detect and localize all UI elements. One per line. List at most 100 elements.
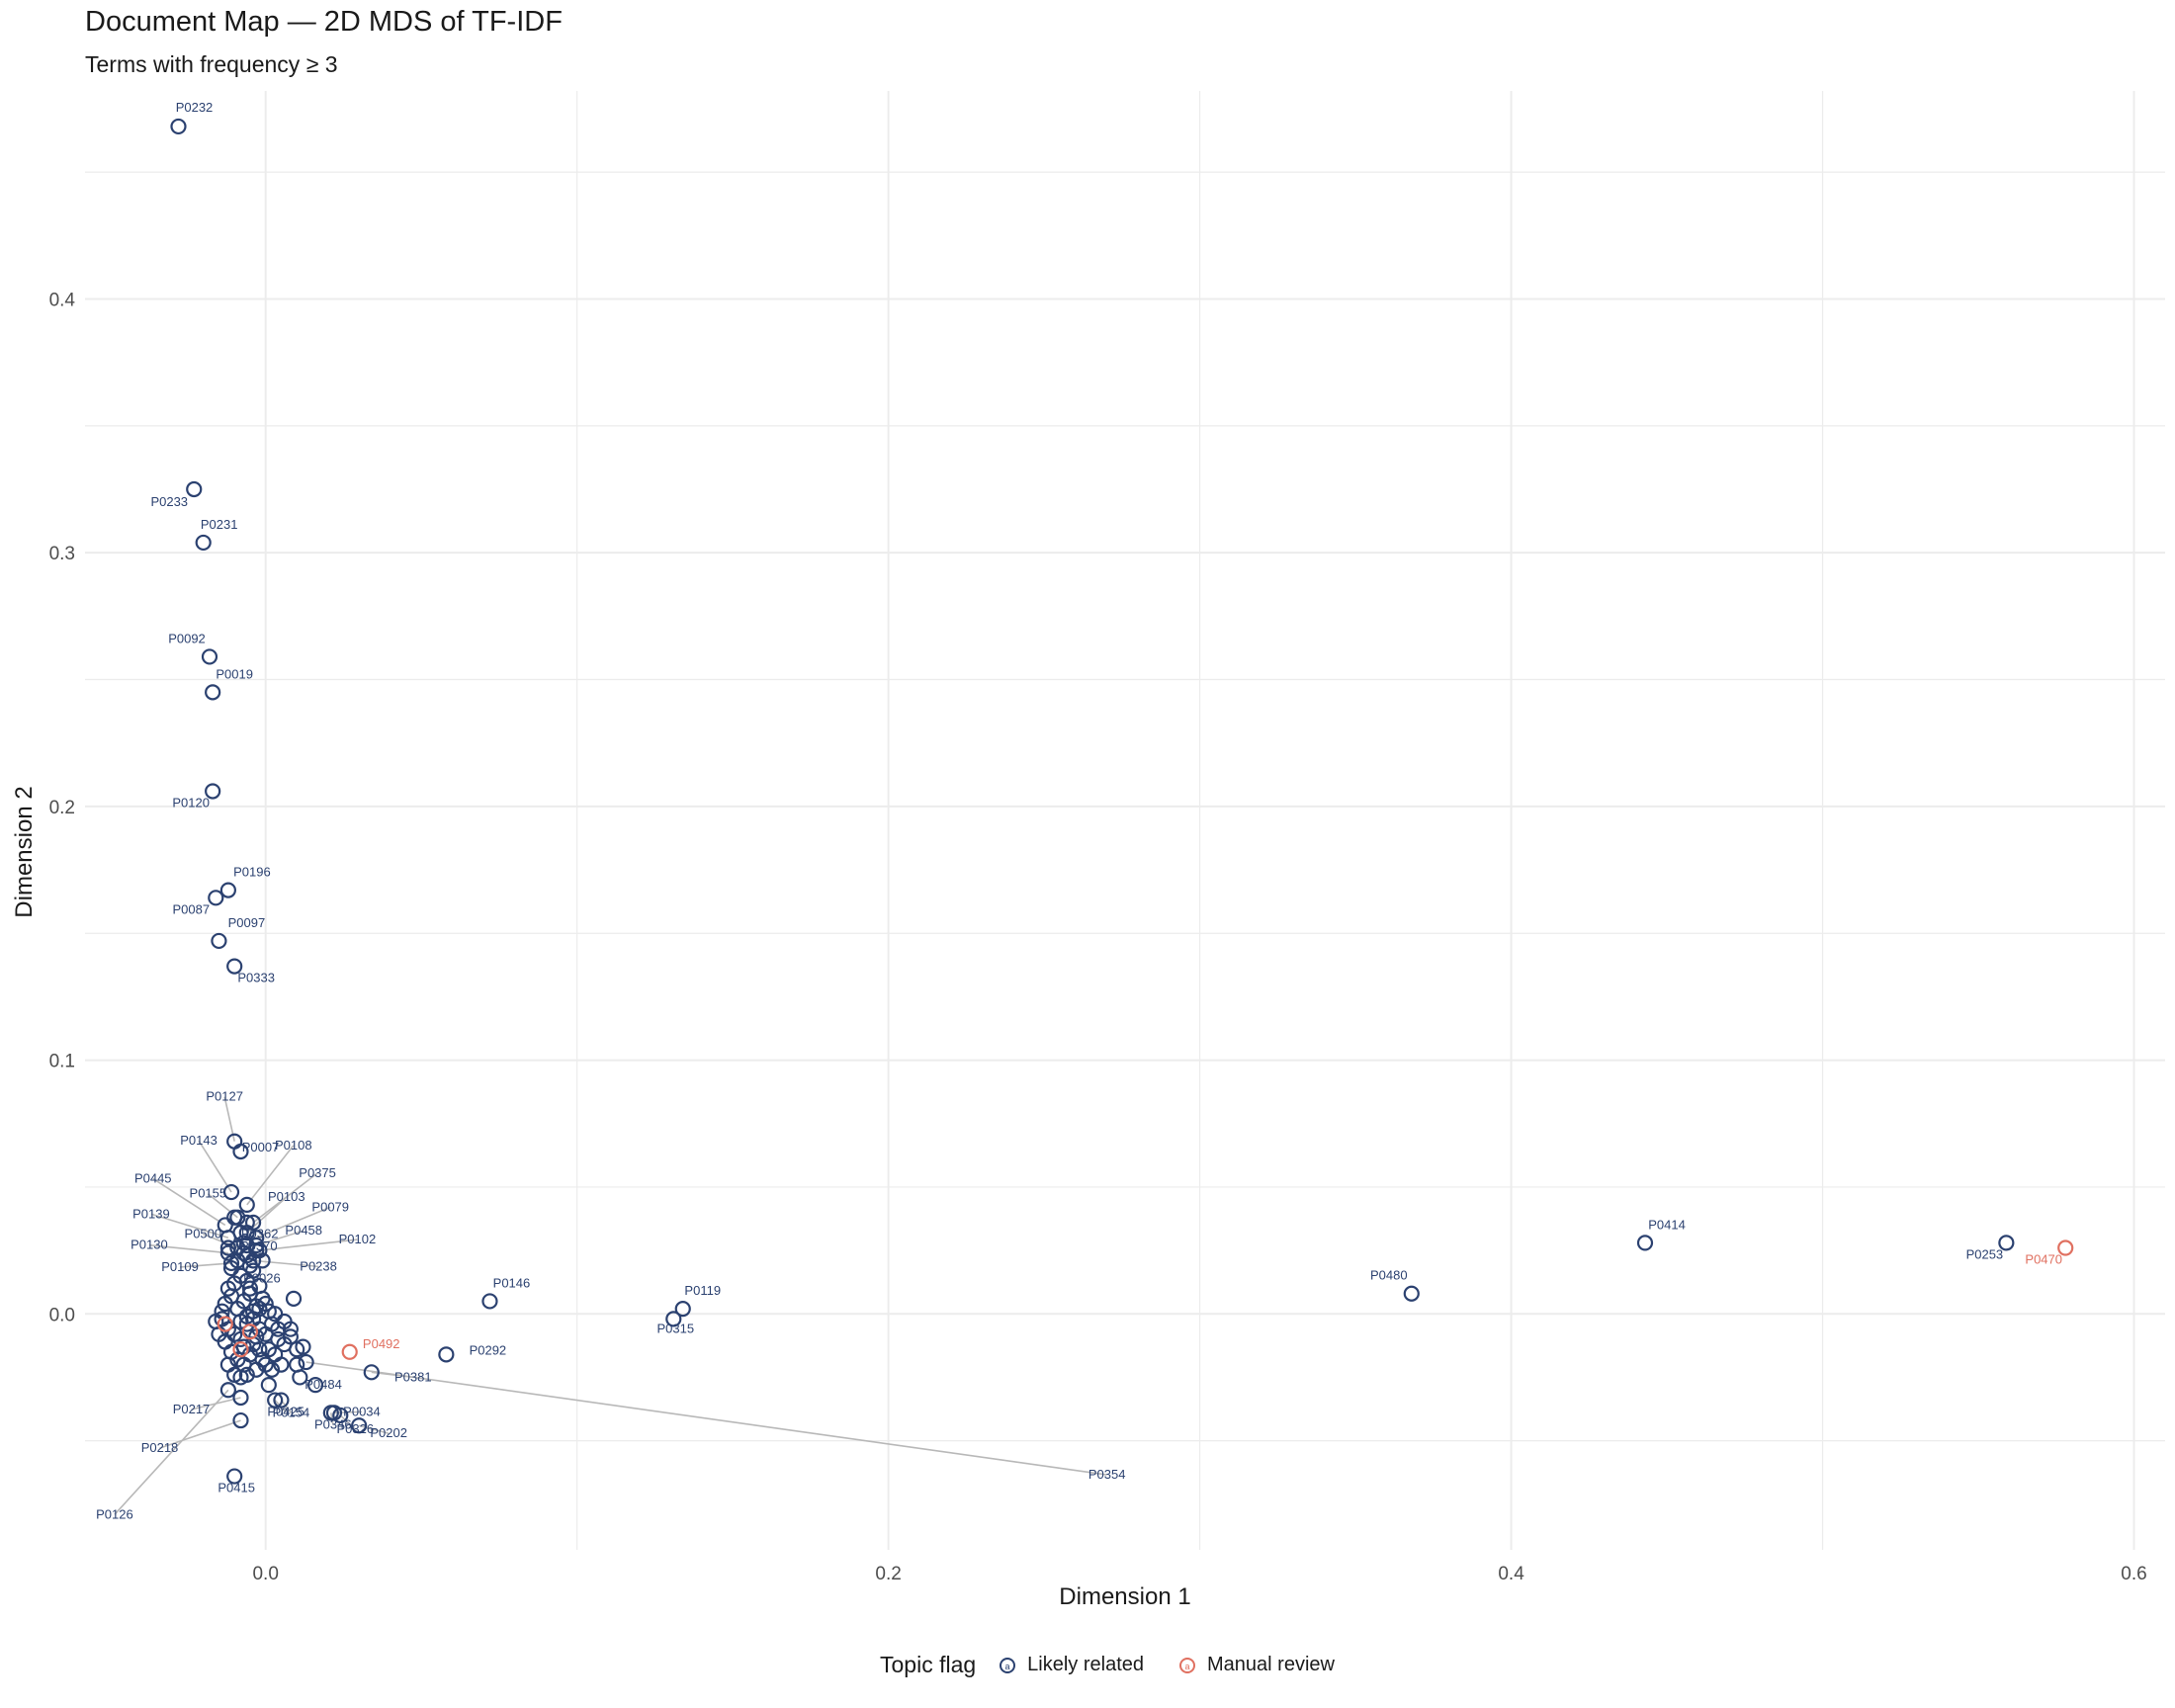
point-label-p0026: P0026 <box>243 1271 281 1286</box>
data-point-p0108 <box>238 1196 255 1213</box>
leader-line <box>280 1400 293 1414</box>
leader-line <box>305 1361 1107 1476</box>
cluster-review-point <box>232 1341 249 1358</box>
leader-line <box>246 1145 295 1206</box>
point-label-p0425: P0425 <box>267 1405 304 1419</box>
svg-text:a: a <box>1185 1662 1190 1671</box>
point-label-p0109: P0109 <box>161 1259 199 1274</box>
cluster-point <box>282 1328 299 1345</box>
point-label-p0326: P0326 <box>336 1421 374 1436</box>
legend-key-manual-review: a <box>1179 1657 1196 1673</box>
cluster-point <box>273 1356 290 1373</box>
y-axis-ticks: 0.0 0.1 0.2 0.3 0.4 <box>49 290 76 1325</box>
cluster-point <box>295 1338 311 1355</box>
x-tick-label: 0.6 <box>2121 1564 2146 1584</box>
data-point-p0354 <box>298 1353 314 1371</box>
legend-item-manual-review: a Manual review <box>1177 1654 1335 1676</box>
point-label-p0458: P0458 <box>285 1223 322 1238</box>
point-label-p0333: P0333 <box>237 971 275 985</box>
point-label-p0381: P0381 <box>394 1369 432 1384</box>
leader-line <box>255 1230 304 1246</box>
data-point-p0097 <box>211 932 227 950</box>
chart-subtitle: Terms with frequency ≥ 3 <box>85 51 338 77</box>
data-point-p0126 <box>219 1382 236 1399</box>
y-tick-label: 0.4 <box>49 290 76 310</box>
point-label-p0375: P0375 <box>299 1165 336 1180</box>
legend: Topic flag a Likely related a Manual rev… <box>880 1652 1354 1678</box>
cluster-point <box>232 1313 249 1330</box>
cluster-point <box>260 1377 277 1394</box>
x-tick-label: 0.4 <box>1498 1564 1524 1584</box>
data-point-p0109 <box>222 1254 240 1272</box>
point-label-p0238: P0238 <box>300 1258 337 1273</box>
cluster-point <box>238 1214 255 1231</box>
data-point-p0120 <box>205 783 221 800</box>
y-tick-label: 0.3 <box>49 544 75 564</box>
x-axis-title: Dimension 1 <box>1059 1583 1190 1610</box>
chart-title: Document Map — 2D MDS of TF-IDF <box>85 6 563 38</box>
data-point-p0087 <box>208 890 224 906</box>
point-label-p0103: P0103 <box>268 1189 305 1204</box>
data-point-p0026 <box>241 1280 259 1297</box>
point-label-p0092: P0092 <box>168 631 206 645</box>
point-label-p0108: P0108 <box>275 1138 312 1153</box>
point-label-p0470: P0470 <box>2025 1252 2062 1267</box>
data-point-p0146 <box>481 1293 498 1310</box>
data-point-p0480 <box>1403 1285 1420 1302</box>
svg-text:a: a <box>1005 1662 1010 1671</box>
grid-layer <box>85 91 2165 1550</box>
leader-line <box>159 1419 241 1449</box>
cluster-point <box>238 1366 255 1383</box>
point-label-p0480: P0480 <box>1370 1268 1408 1283</box>
point-labels: P0232 P0233 P0231 P0092 P0019 P0120 P0196 P0087… <box>96 100 2062 1521</box>
data-point-p0233 <box>186 480 203 498</box>
point-label-p0034: P0034 <box>343 1404 381 1418</box>
data-point-p0425 <box>267 1392 284 1409</box>
point-label-p0097: P0097 <box>228 915 266 930</box>
data-point-p0232 <box>170 118 187 135</box>
data-point-p0381 <box>363 1364 380 1381</box>
data-point-p0154 <box>273 1392 290 1409</box>
data-point-p0218 <box>232 1411 249 1429</box>
cluster-point <box>292 1369 308 1386</box>
leader-line <box>148 1243 228 1254</box>
data-point-p0130 <box>219 1244 236 1261</box>
point-label-p0155: P0155 <box>190 1186 227 1201</box>
y-tick-label: 0.1 <box>49 1052 75 1072</box>
data-point-p0346 <box>322 1405 339 1421</box>
leader-line <box>152 1177 226 1227</box>
data-point-p0019 <box>205 684 221 701</box>
point-label-p0414: P0414 <box>1648 1217 1686 1232</box>
y-tick-label: 0.0 <box>49 1305 75 1325</box>
leader-line <box>259 1238 358 1251</box>
legend-key-likely-related: a <box>1000 1657 1016 1673</box>
data-point-p0238 <box>244 1252 262 1269</box>
data-point-p0007 <box>232 1143 249 1160</box>
leader-line <box>255 1206 331 1239</box>
point-label-p0119: P0119 <box>684 1283 721 1298</box>
legend-label-manual-review: Manual review <box>1207 1654 1335 1675</box>
legend-label-likely-related: Likely related <box>1027 1654 1145 1675</box>
data-point-p0202 <box>351 1417 368 1434</box>
data-point-p0103 <box>238 1225 255 1241</box>
cluster-point <box>270 1321 287 1337</box>
point-label-p0292: P0292 <box>470 1342 507 1357</box>
x-tick-label: 0.2 <box>875 1564 901 1584</box>
data-point-p0139 <box>219 1230 236 1246</box>
cluster-point <box>263 1361 281 1378</box>
cluster-point <box>254 1252 271 1269</box>
y-tick-label: 0.2 <box>49 798 75 818</box>
point-label-p0019: P0019 <box>216 666 253 681</box>
cluster-point <box>285 1290 303 1307</box>
point-label-p0500: P0500 <box>185 1227 222 1241</box>
point-label-p0120: P0120 <box>172 795 210 810</box>
point-label-p0415: P0415 <box>218 1481 255 1495</box>
point-label-p0154: P0154 <box>273 1406 310 1420</box>
point-label-p0492: P0492 <box>363 1336 400 1351</box>
cluster-point <box>251 1301 268 1318</box>
y-axis-title: Dimension 2 <box>11 786 38 917</box>
cluster-point <box>235 1338 252 1355</box>
data-points <box>170 118 2074 1485</box>
cluster-review-point <box>217 1316 233 1332</box>
data-point-p0092 <box>201 648 218 665</box>
